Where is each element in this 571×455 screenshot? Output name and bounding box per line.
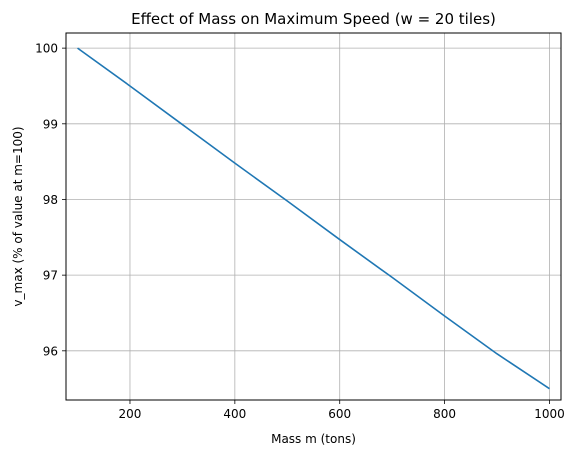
ticks-layer: 200 400 600 800 1000 96 97 98 99 100 xyxy=(35,42,565,421)
series-line xyxy=(77,47,550,390)
x-tick-label: 800 xyxy=(433,407,456,421)
y-axis-label: v_max (% of value at m=100) xyxy=(11,126,25,306)
series-layer xyxy=(77,47,550,390)
y-tick-label: 98 xyxy=(43,193,58,207)
x-tick-label: 200 xyxy=(119,407,142,421)
x-tick-label: 400 xyxy=(223,407,246,421)
grid-layer xyxy=(66,33,561,400)
chart-title: Effect of Mass on Maximum Speed (w = 20 … xyxy=(131,10,496,28)
plot-frame xyxy=(65,32,562,401)
y-tick-label: 99 xyxy=(43,117,58,131)
x-axis-label: Mass m (tons) xyxy=(271,432,356,446)
x-tick-label: 600 xyxy=(328,407,351,421)
x-tick-label: 1000 xyxy=(534,407,565,421)
y-tick-label: 100 xyxy=(35,42,58,56)
y-tick-label: 96 xyxy=(43,344,58,358)
y-tick-label: 97 xyxy=(43,269,58,283)
